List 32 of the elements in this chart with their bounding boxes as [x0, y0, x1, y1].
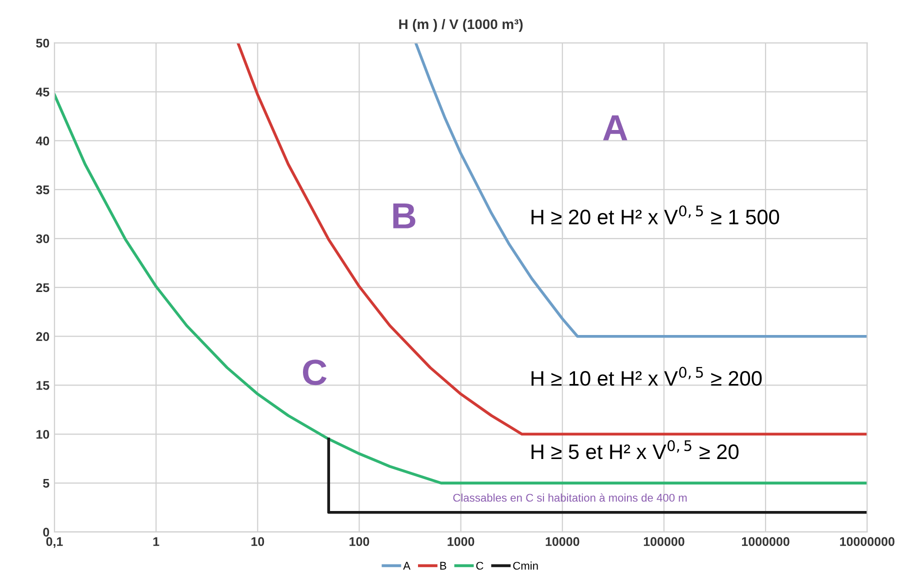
chart-title: H (m ) / V (1000 m³) — [399, 18, 523, 32]
x-tick-label: 10000 — [546, 537, 580, 546]
legend-label: B — [440, 562, 446, 570]
y-tick-label: 30 — [36, 234, 50, 244]
x-tick-label: 0,1 — [46, 537, 63, 548]
annotation: H ≥ 10 et H² x V$^{0,5}$ ≥ 200 — [532, 366, 762, 386]
x-tick-label: 10000000 — [840, 537, 894, 546]
y-tick-label: 40 — [36, 136, 50, 146]
x-tick-label: 10 — [251, 537, 264, 546]
y-tick-label: 20 — [36, 332, 50, 341]
legend-label: A — [403, 562, 410, 570]
x-tick-label: 1000 — [448, 537, 474, 546]
annotation: B — [393, 203, 416, 228]
legend-label: C — [476, 562, 484, 570]
y-tick-label: 0 — [43, 528, 50, 537]
annotation: Classables en C si habitation à moins de 400 m — [453, 493, 687, 502]
x-tick-label: 100000 — [644, 537, 684, 546]
y-tick-label: 35 — [36, 185, 50, 194]
y-tick-label: 50 — [36, 38, 50, 48]
annotation: A — [603, 115, 628, 140]
legend-label: Cmin — [513, 562, 538, 570]
y-tick-label: 10 — [36, 430, 50, 439]
annotation: C — [302, 360, 327, 386]
x-tick-label: 100 — [350, 537, 370, 546]
x-tick-label: 1 — [153, 537, 160, 546]
y-tick-label: 5 — [43, 478, 50, 488]
y-tick-label: 45 — [36, 88, 50, 96]
annotation: H ≥ 20 et H² x V$^{0,5}$ ≥ 1 500 — [532, 205, 780, 224]
x-tick-label: 1000000 — [742, 537, 790, 546]
y-tick-label: 25 — [36, 283, 50, 292]
y-tick-label: 15 — [36, 381, 50, 390]
annotation: H ≥ 5 et H² x V$^{0,5}$ ≥ 20 — [532, 440, 739, 460]
